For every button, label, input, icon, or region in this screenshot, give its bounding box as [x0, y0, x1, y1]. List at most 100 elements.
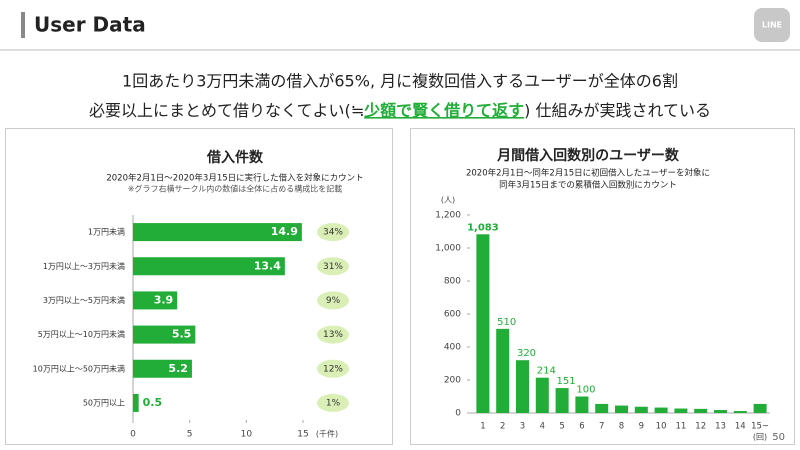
value-label: 13.4 — [254, 259, 281, 272]
chart-title: 月間借入回数別のユーザー数 — [496, 147, 680, 164]
category-label: 5万円以上～10万円未満 — [38, 329, 125, 339]
share-circle — [317, 359, 349, 378]
share-label: 12% — [323, 364, 343, 374]
y-tick-label: 800 — [444, 277, 461, 287]
headline-text: ) 仕組みが実践されている — [524, 101, 711, 120]
share-circle — [317, 291, 349, 310]
share-circle — [317, 223, 349, 242]
x-tick-label: 2 — [500, 422, 505, 432]
share-circle — [317, 257, 349, 276]
x-unit: (千件) — [316, 429, 338, 439]
headline-text: 必要以上にまとめて借りなくてよい(≒ — [89, 101, 364, 120]
y-tick-label: 600 — [444, 310, 461, 320]
value-label: 5.5 — [172, 328, 192, 341]
share-circle — [317, 325, 349, 344]
bar — [595, 403, 609, 413]
chart-subtitle: 2020年2月1日～2020年3月15日に実行した借入を対象にカウント — [106, 173, 363, 184]
y-tick-label: 400 — [444, 343, 461, 353]
bar — [555, 388, 569, 413]
x-tick-label: 6 — [579, 422, 584, 432]
value-label: 100 — [576, 385, 595, 396]
bar — [615, 405, 628, 413]
bar — [496, 328, 510, 413]
headline-highlight: 少額で賢く借りて返す — [363, 101, 524, 120]
y-tick-label: 1,200 — [435, 211, 461, 221]
title-bar — [21, 12, 25, 38]
chart-subtitle: 同年3月15日までの累積借入回数別にカウント — [499, 180, 677, 191]
share-circle — [317, 393, 349, 412]
page-number: 50 — [772, 432, 785, 443]
x-tick-label: 15 — [297, 430, 308, 440]
bar — [516, 360, 529, 413]
x-tick-label: 8 — [619, 422, 624, 432]
category-label: 10万円以上～50万円未満 — [33, 363, 125, 373]
value-label: 214 — [537, 366, 556, 377]
y-tick-label: 1,000 — [435, 244, 461, 254]
bar — [133, 257, 285, 276]
share-label: 13% — [323, 330, 343, 340]
x-tick-label: 0 — [130, 430, 136, 440]
chart-subtitle: 2020年2月1日～同年2月15日に初回借入したユーザーを対象に — [466, 168, 710, 179]
x-tick-label: 15~ — [751, 422, 769, 432]
y-tick-label: 0 — [455, 409, 461, 419]
x-tick-label: 10 — [656, 422, 667, 432]
bar — [476, 234, 490, 413]
bar — [133, 359, 192, 378]
x-tick-label: 14 — [735, 422, 746, 432]
bar — [535, 377, 549, 413]
bar — [133, 223, 302, 242]
x-unit: (回) — [753, 433, 767, 442]
headline-2: 必要以上にまとめて借りなくてよい(≒少額で賢く借りて返す) 仕組みが実践されてい… — [89, 101, 711, 120]
category-label: 3万円以上～5万円未満 — [43, 295, 125, 305]
chart-title: 借入件数 — [206, 149, 264, 166]
value-label: 320 — [517, 348, 536, 359]
logo — [754, 8, 790, 42]
x-tick-label: 5 — [187, 430, 193, 440]
x-tick-label: 11 — [675, 422, 686, 432]
slide-title: User Data — [34, 13, 146, 37]
value-label: 151 — [557, 376, 576, 387]
share-label: 1% — [326, 398, 341, 408]
category-label: 50万円以上 — [83, 398, 125, 407]
panel — [410, 128, 795, 445]
x-tick-label: 12 — [695, 422, 706, 432]
bar — [654, 407, 668, 413]
bar — [634, 406, 648, 413]
x-tick-label: 7 — [599, 422, 604, 432]
bar — [733, 411, 747, 413]
bar — [674, 408, 688, 413]
category-label: 1万円以上～3万円未満 — [43, 261, 125, 271]
share-label: 34% — [323, 228, 343, 238]
value-label: 0.5 — [143, 396, 163, 409]
bar — [133, 291, 178, 310]
category-label: 1万円未満 — [88, 227, 125, 237]
x-tick-label: 5 — [559, 422, 564, 432]
bar — [694, 408, 708, 413]
panel — [5, 128, 393, 445]
y-tick-label: 200 — [444, 376, 461, 386]
share-label: 31% — [323, 262, 343, 272]
bar — [575, 396, 589, 413]
chart-note: ※グラフ右横サークル内の数値は全体に占める構成比を記載 — [128, 184, 342, 194]
x-tick-label: 10 — [241, 430, 253, 440]
bar — [133, 393, 139, 412]
value-label: 510 — [497, 317, 516, 328]
bar — [133, 325, 196, 344]
bar — [714, 410, 727, 413]
share-label: 9% — [326, 296, 341, 306]
logo-text: LINE — [762, 21, 782, 30]
x-tick-label: 4 — [540, 422, 545, 432]
value-label: 14.9 — [271, 225, 298, 238]
x-tick-label: 1 — [480, 422, 485, 432]
y-unit: (人) — [441, 196, 455, 205]
headline-1: 1回あたり3万円未満の借入が65%, 月に複数回借入するユーザーが全体の6割 — [122, 72, 678, 91]
value-label: 3.9 — [154, 293, 174, 306]
value-label: 1,083 — [467, 222, 499, 233]
x-tick-label: 3 — [520, 422, 525, 432]
value-label: 5.2 — [168, 362, 188, 375]
x-tick-label: 9 — [639, 422, 644, 432]
x-tick-label: 13 — [715, 422, 726, 432]
bar — [753, 403, 767, 413]
